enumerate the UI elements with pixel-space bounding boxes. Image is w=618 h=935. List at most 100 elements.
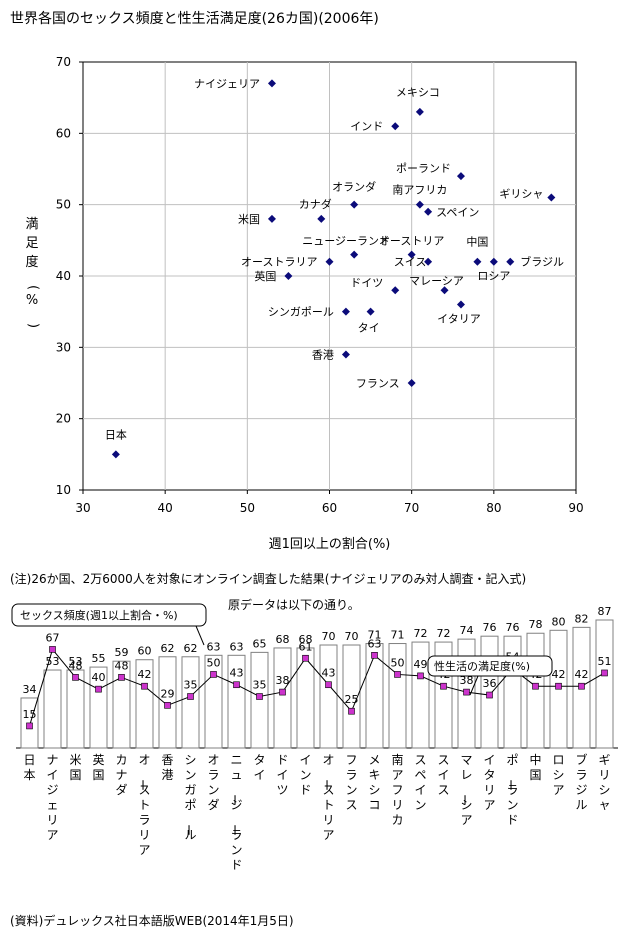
scatter-point (424, 257, 433, 266)
category-label: カナダ (115, 753, 127, 797)
line-value-label: 42 (138, 668, 152, 681)
point-label: スペイン (436, 206, 479, 219)
line-value-label: 15 (23, 708, 37, 721)
line-point (256, 693, 263, 700)
bar-value-label: 80 (552, 615, 566, 628)
point-label: ポーランド (396, 162, 451, 175)
scatter-point (111, 450, 120, 459)
point-label: ニュージーランド (302, 235, 390, 248)
point-label: フランス (356, 377, 400, 390)
bar-value-label: 76 (483, 621, 497, 634)
source-note: (資料)デュレックス社日本語版WEB(2014年1月5日) (10, 914, 294, 928)
scatter-point (473, 257, 482, 266)
line-value-label: 48 (115, 659, 129, 672)
line-point (26, 722, 33, 730)
category-label: オランダ (207, 753, 219, 812)
line-value-label: 42 (575, 668, 589, 681)
line-value-label: 61 (299, 640, 313, 653)
line-value-label: 50 (207, 656, 221, 669)
category-label: ニュージーランド (227, 753, 242, 872)
bar (204, 654, 223, 749)
legend-bars-label: セックス頻度(週1以上割合・%) (20, 608, 178, 622)
line-value-label: 38 (460, 674, 474, 687)
scatter-point (456, 300, 465, 309)
scatter-point (317, 214, 326, 223)
satisfaction-line (29, 648, 605, 727)
bar-value-label: 55 (92, 652, 106, 665)
point-label: シンガポール (268, 306, 334, 319)
category-label: ナイジェリア (46, 753, 58, 842)
bar (89, 666, 108, 749)
category-label: 日本 (23, 753, 35, 782)
category-label: タイ (253, 753, 265, 782)
bar-value-label: 63 (230, 640, 244, 653)
line-point (233, 681, 240, 689)
bar (158, 656, 177, 749)
bar (549, 629, 568, 749)
line-point (578, 682, 585, 690)
point-label: インド (350, 120, 383, 133)
line-point (141, 682, 148, 690)
line-point (371, 652, 378, 659)
bar-value-label: 71 (391, 629, 405, 642)
point-label: 日本 (105, 427, 127, 441)
bar-value-label: 78 (529, 618, 543, 631)
point-label: ギリシャ (499, 188, 543, 201)
line-point (440, 682, 447, 690)
legend-box (427, 655, 553, 677)
bar (66, 669, 85, 749)
category-label: 米国 (69, 753, 81, 782)
category-label: メキシコ (368, 753, 380, 812)
point-label: イタリア (437, 313, 481, 326)
line-value-label: 29 (161, 687, 175, 700)
scatter-point (350, 200, 359, 209)
bar (112, 660, 131, 749)
bar-value-label: 82 (575, 612, 589, 625)
bar (503, 635, 522, 749)
y-tick-label: 40 (56, 269, 71, 283)
bar (411, 641, 430, 749)
category-label: 南アフリカ (391, 752, 403, 827)
point-label: ブラジル (520, 255, 564, 269)
category-label: 中国 (529, 752, 541, 782)
scatter-point (267, 79, 276, 88)
y-tick-label: 70 (56, 55, 71, 69)
scatter-point (407, 250, 416, 259)
legend-pointer (195, 625, 205, 646)
point-label: 米国 (238, 213, 260, 226)
line-value-label: 42 (552, 668, 566, 681)
scatter-chart: 30 40 50 60 70 80 90 10 20 30 40 50 60 70 週1回以上の割合(%) 満… (25, 55, 583, 552)
x-tick-label: 70 (404, 501, 419, 515)
line-value-label: 42 (437, 668, 451, 681)
legend-box (11, 603, 207, 627)
scatter-point (415, 200, 424, 209)
line-value-label: 43 (230, 667, 244, 680)
line-point (325, 681, 332, 689)
bar (526, 632, 545, 749)
point-label: オーストリア (379, 235, 444, 248)
y-tick-label: 30 (56, 340, 71, 354)
point-label: ドイツ (350, 276, 383, 289)
bar (227, 654, 246, 749)
category-label: ブラジル (575, 752, 587, 812)
bar-value-label: 59 (115, 646, 129, 659)
line-point (394, 671, 401, 678)
y-tick-label: 10 (56, 483, 71, 497)
line-point (164, 702, 171, 709)
line-point (187, 693, 194, 700)
bar (480, 635, 499, 749)
scatter-point (415, 107, 424, 116)
bar-value-label: 70 (322, 630, 336, 643)
category-label: ロシア (552, 753, 564, 797)
legend-pointer (469, 675, 479, 696)
legend-line-label: 性生活の満足度(%) (434, 659, 530, 673)
category-label: 香港 (161, 753, 173, 782)
scatter-point (267, 214, 276, 223)
scatter-point (440, 286, 449, 295)
line-value-label: 25 (345, 693, 359, 706)
bar-value-label: 62 (184, 642, 198, 655)
bar (595, 619, 614, 749)
scatter-point (424, 207, 433, 216)
bar-value-label: 68 (299, 633, 313, 646)
category-label: ドイツ (276, 753, 288, 797)
